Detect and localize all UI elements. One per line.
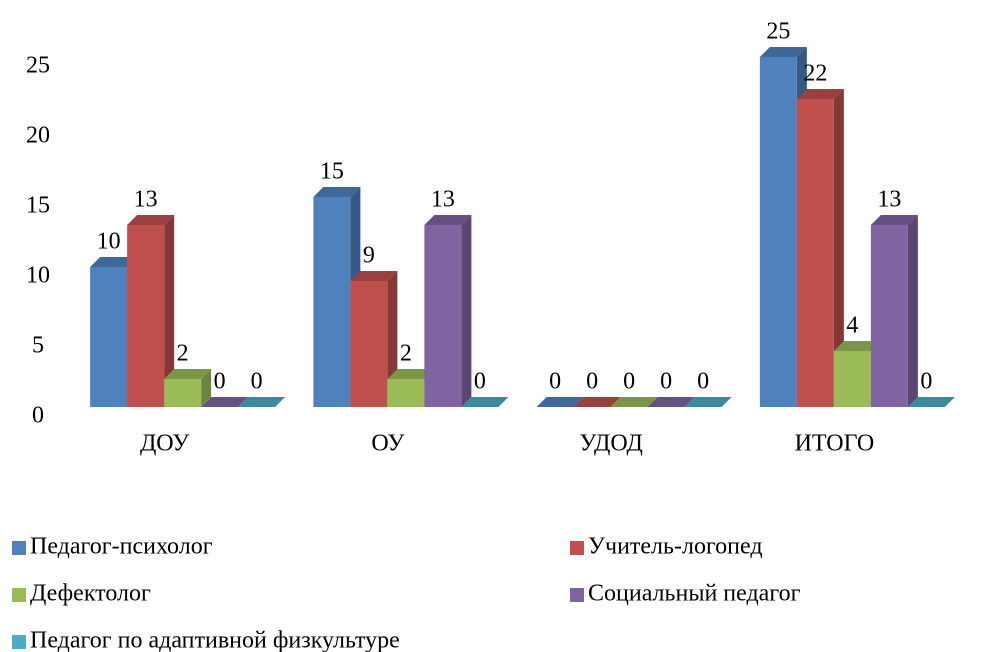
- value-label: 2: [177, 341, 189, 367]
- y-tick-label: 25: [26, 53, 50, 79]
- x-tick-label: ИТОГО: [795, 431, 875, 457]
- bar-side: [833, 89, 844, 407]
- bar: [573, 397, 621, 407]
- bar-front: [796, 99, 834, 407]
- bar-top: [610, 397, 658, 407]
- legend-swatch: [570, 588, 584, 602]
- bar-side: [907, 215, 918, 407]
- bar-front: [350, 281, 388, 407]
- value-label: 0: [549, 369, 561, 395]
- value-label: 13: [134, 187, 158, 213]
- bar-front: [833, 351, 871, 407]
- legend-label: Педагог по адаптивной физкультуре: [30, 628, 400, 652]
- bar: [796, 89, 844, 407]
- bar-top: [536, 397, 584, 407]
- bar-top: [424, 215, 472, 225]
- legend-label: Дефектолог: [30, 581, 151, 607]
- value-label: 15: [320, 159, 344, 185]
- bar-front: [424, 225, 462, 407]
- bar-top: [647, 397, 695, 407]
- value-label: 0: [214, 369, 226, 395]
- legend-swatch: [570, 541, 584, 555]
- bar-top: [461, 397, 509, 407]
- value-label: 0: [474, 369, 486, 395]
- value-label: 13: [431, 187, 455, 213]
- bar-front: [870, 225, 908, 407]
- bar-top: [573, 397, 621, 407]
- y-tick-label: 15: [26, 193, 50, 219]
- bar: [201, 397, 249, 407]
- value-label: 25: [766, 19, 790, 45]
- bar: [424, 215, 472, 407]
- bar: [350, 271, 398, 407]
- bar-top: [870, 215, 918, 225]
- bar-top: [350, 271, 398, 281]
- bar: [238, 397, 286, 407]
- x-tick-label: УДОД: [579, 431, 642, 457]
- bar: [610, 397, 658, 407]
- bar-side: [461, 215, 472, 407]
- bar-front: [313, 197, 351, 407]
- bar-front: [127, 225, 165, 407]
- legend-label: Социальный педагог: [588, 581, 801, 607]
- value-label: 2: [400, 341, 412, 367]
- bar-top: [238, 397, 286, 407]
- value-label: 9: [363, 243, 375, 269]
- bar-top: [907, 397, 955, 407]
- value-label: 22: [803, 61, 827, 87]
- value-label: 0: [586, 369, 598, 395]
- bar: [313, 187, 361, 407]
- bar-top: [759, 47, 807, 57]
- bar-top: [796, 89, 844, 99]
- value-label: 0: [697, 369, 709, 395]
- legend-swatch: [12, 541, 26, 555]
- value-label: 0: [920, 369, 932, 395]
- legend-swatch: [12, 635, 26, 649]
- bar-top: [201, 397, 249, 407]
- value-label: 10: [97, 229, 121, 255]
- bar-front: [759, 57, 797, 407]
- value-label: 0: [251, 369, 263, 395]
- y-tick-label: 20: [26, 123, 50, 149]
- bar-side: [164, 215, 175, 407]
- bar: [870, 215, 918, 407]
- bar: [907, 397, 955, 407]
- y-tick-label: 10: [26, 263, 50, 289]
- bar-top: [127, 215, 175, 225]
- bar: [127, 215, 175, 407]
- bar: [164, 369, 212, 407]
- bar: [684, 397, 732, 407]
- value-label: 4: [846, 313, 858, 339]
- y-tick-label: 5: [32, 333, 44, 359]
- bar-top: [313, 187, 361, 197]
- bar: [461, 397, 509, 407]
- value-label: 0: [623, 369, 635, 395]
- bar-top: [833, 341, 881, 351]
- legend-label: Учитель-логопед: [588, 534, 763, 560]
- bar-top: [164, 369, 212, 379]
- bar-front: [387, 379, 425, 407]
- bar-side: [201, 369, 212, 407]
- x-tick-label: ДОУ: [140, 431, 189, 457]
- value-label: 13: [877, 187, 901, 213]
- bar-front: [164, 379, 202, 407]
- legend-swatch: [12, 588, 26, 602]
- legend-label: Педагог-психолог: [30, 534, 213, 560]
- bar: [647, 397, 695, 407]
- y-tick-label: 0: [32, 403, 44, 429]
- value-label: 0: [660, 369, 672, 395]
- bar-top: [90, 257, 138, 267]
- bar-top: [387, 369, 435, 379]
- bar-top: [684, 397, 732, 407]
- bar: [536, 397, 584, 407]
- x-tick-label: ОУ: [371, 431, 404, 457]
- bar-front: [90, 267, 128, 407]
